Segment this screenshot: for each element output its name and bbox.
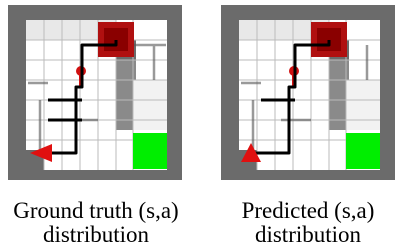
figure: Ground truth (s,a) distribution Predicte… (0, 0, 395, 247)
caption-line: distribution (43, 222, 150, 247)
caption-line: distribution (255, 222, 362, 247)
caption-line: Predicted (s,a) (242, 198, 375, 223)
predicted-panel (221, 5, 395, 180)
caption-line: Ground truth (s,a) (13, 198, 178, 223)
ground-truth-panel (8, 5, 182, 180)
